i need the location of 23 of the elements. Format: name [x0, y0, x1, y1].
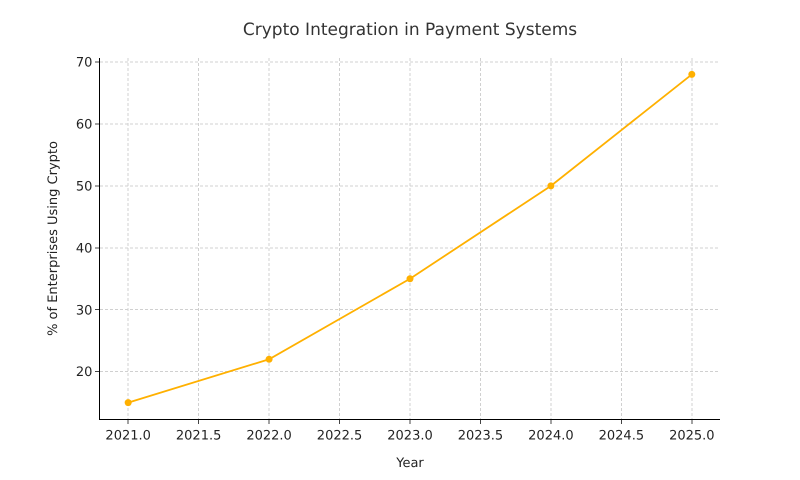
x-tick-label: 2024.5	[598, 428, 644, 444]
x-tick-label: 2023.5	[458, 428, 504, 444]
x-tick-label: 2022.0	[246, 428, 292, 444]
point	[688, 70, 696, 78]
point	[266, 356, 273, 363]
x-tick-label: 2023.0	[387, 428, 433, 444]
x-tick-label: 2022.5	[316, 428, 362, 444]
x-tick-label: 2021.0	[105, 428, 151, 444]
x-tick-label: 2021.5	[176, 428, 222, 444]
x-tick-label: 2025.0	[669, 428, 715, 444]
y-tick-label: 40	[76, 241, 92, 256]
point	[124, 399, 132, 406]
y-tick-label: 30	[76, 303, 92, 318]
y-axis-title: % of Enterprises Using Crypto	[46, 141, 61, 336]
chart-title: Crypto Integration in Payment Systems	[242, 20, 578, 40]
y-tick-label: 60	[76, 118, 92, 132]
y-tick-label: 20	[76, 365, 92, 380]
point	[547, 182, 554, 190]
x-axis-title: Year	[395, 456, 424, 472]
x-tick-label: 2024.0	[528, 428, 574, 444]
y-tick-label: 50	[76, 179, 92, 194]
y-tick-label: 70	[76, 56, 92, 71]
point	[406, 275, 414, 282]
